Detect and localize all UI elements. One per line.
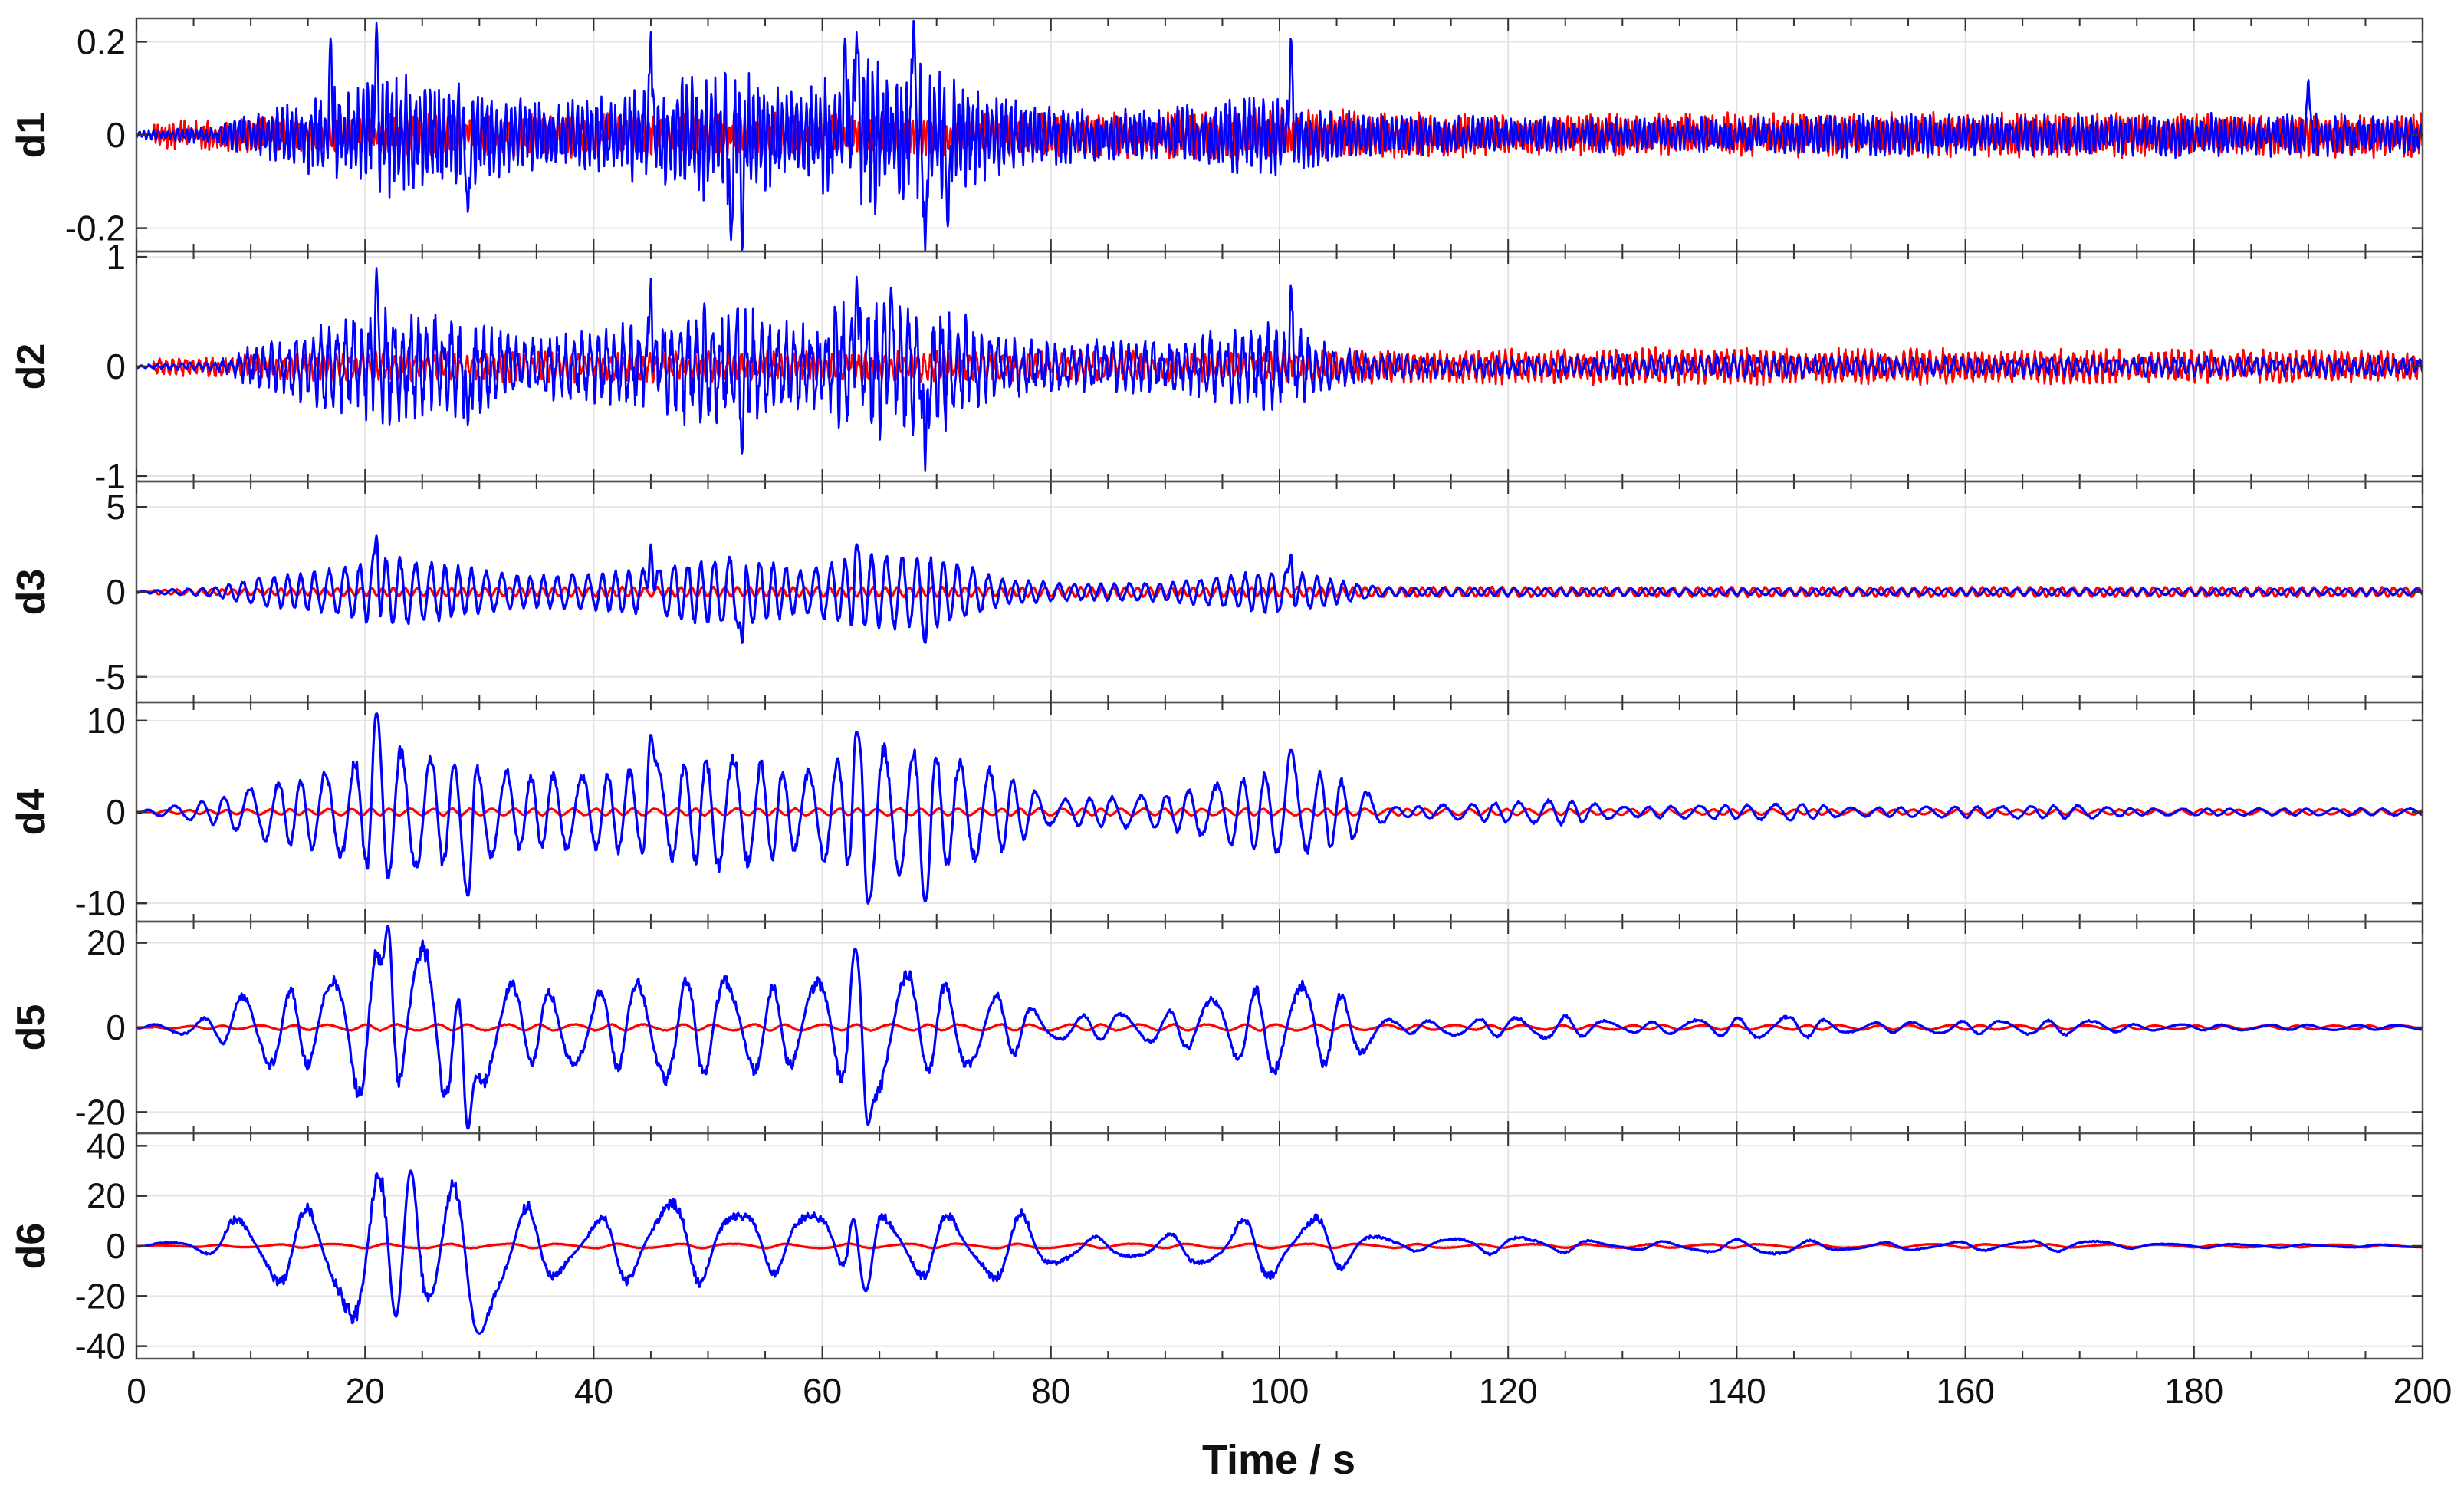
y-tick-label-d2: 0 (106, 347, 126, 386)
panel-d2: -1 0 1 d2 (9, 237, 2424, 496)
series-line-blue-d3 (136, 534, 2423, 644)
series-line-red-d5 (136, 1023, 2423, 1032)
x-tick-label: 80 (1031, 1371, 1070, 1411)
x-tick-label: 180 (2164, 1371, 2223, 1411)
x-tick-label: 20 (346, 1371, 385, 1411)
panel-label-d1: d1 (9, 112, 54, 159)
y-tick-label-d1: -0.2 (65, 209, 126, 248)
panel-label-d3: d3 (9, 569, 54, 616)
series-line-blue-d4 (136, 712, 2423, 905)
shared-x-axis: 0 20 40 60 80 100 120 140 160 180 200 (126, 1371, 2452, 1411)
y-tick-label-d6: -40 (75, 1326, 126, 1366)
panel-d1: -0.2 0 0.2 d1 (9, 17, 2424, 253)
panel-d5: -20 0 20 d5 (9, 920, 2424, 1135)
y-tick-label-d5: 0 (106, 1007, 126, 1047)
x-tick-label: 60 (803, 1371, 842, 1411)
series-line-blue-d5 (136, 924, 2423, 1130)
x-tick-label: 0 (126, 1371, 146, 1411)
series-line-red-d3 (136, 585, 2423, 599)
series-line-red-d4 (136, 807, 2423, 817)
x-tick-label: 140 (1707, 1371, 1766, 1411)
y-tick-label-d4: 0 (106, 792, 126, 832)
x-tick-label: 40 (574, 1371, 613, 1411)
y-tick-label-d3: 0 (106, 572, 126, 612)
grid-d5 (136, 922, 2423, 1133)
panel-label-d2: d2 (9, 343, 54, 390)
x-tick-label: 120 (1479, 1371, 1538, 1411)
series-line-blue-d6 (136, 1169, 2423, 1335)
y-tick-label-d5: -20 (75, 1092, 126, 1132)
series-line-red-d6 (136, 1242, 2423, 1250)
y-tick-label-d2: 1 (106, 237, 126, 277)
series-line-blue-d1 (136, 19, 2423, 251)
y-tick-label-d4: 10 (87, 701, 126, 741)
y-tick-label-d5: 20 (87, 923, 126, 963)
y-tick-label-d1: 0 (106, 115, 126, 155)
panel-label-d5: d5 (9, 1004, 54, 1051)
y-tick-label-d2: -1 (94, 456, 126, 496)
y-tick-label-d6: 0 (106, 1226, 126, 1266)
panels-group: -0.200.2d1-101d2-505d3-10010d4-20020d5-4… (9, 17, 2424, 1366)
y-tick-label-d3: -5 (94, 657, 126, 697)
x-tick-label: 100 (1250, 1371, 1309, 1411)
x-tick-label: 200 (2393, 1371, 2453, 1411)
series-line-blue-d2 (136, 267, 2423, 472)
y-tick-label-d4: -10 (75, 883, 126, 923)
y-tick-label-d1: 0.2 (77, 21, 126, 61)
panel-label-d4: d4 (9, 789, 54, 836)
y-tick-label-d6: 40 (87, 1126, 126, 1165)
panel-label-d6: d6 (9, 1223, 54, 1270)
x-axis-label: Time / s (1202, 1437, 1355, 1483)
y-tick-label-d3: 5 (106, 487, 126, 527)
y-tick-label-d6: 20 (87, 1176, 126, 1216)
x-tick-label: 160 (1936, 1371, 1995, 1411)
y-tick-label-d6: -20 (75, 1276, 126, 1316)
panel-d6: -40 -20 0 20 40 d6 (9, 1126, 2424, 1366)
